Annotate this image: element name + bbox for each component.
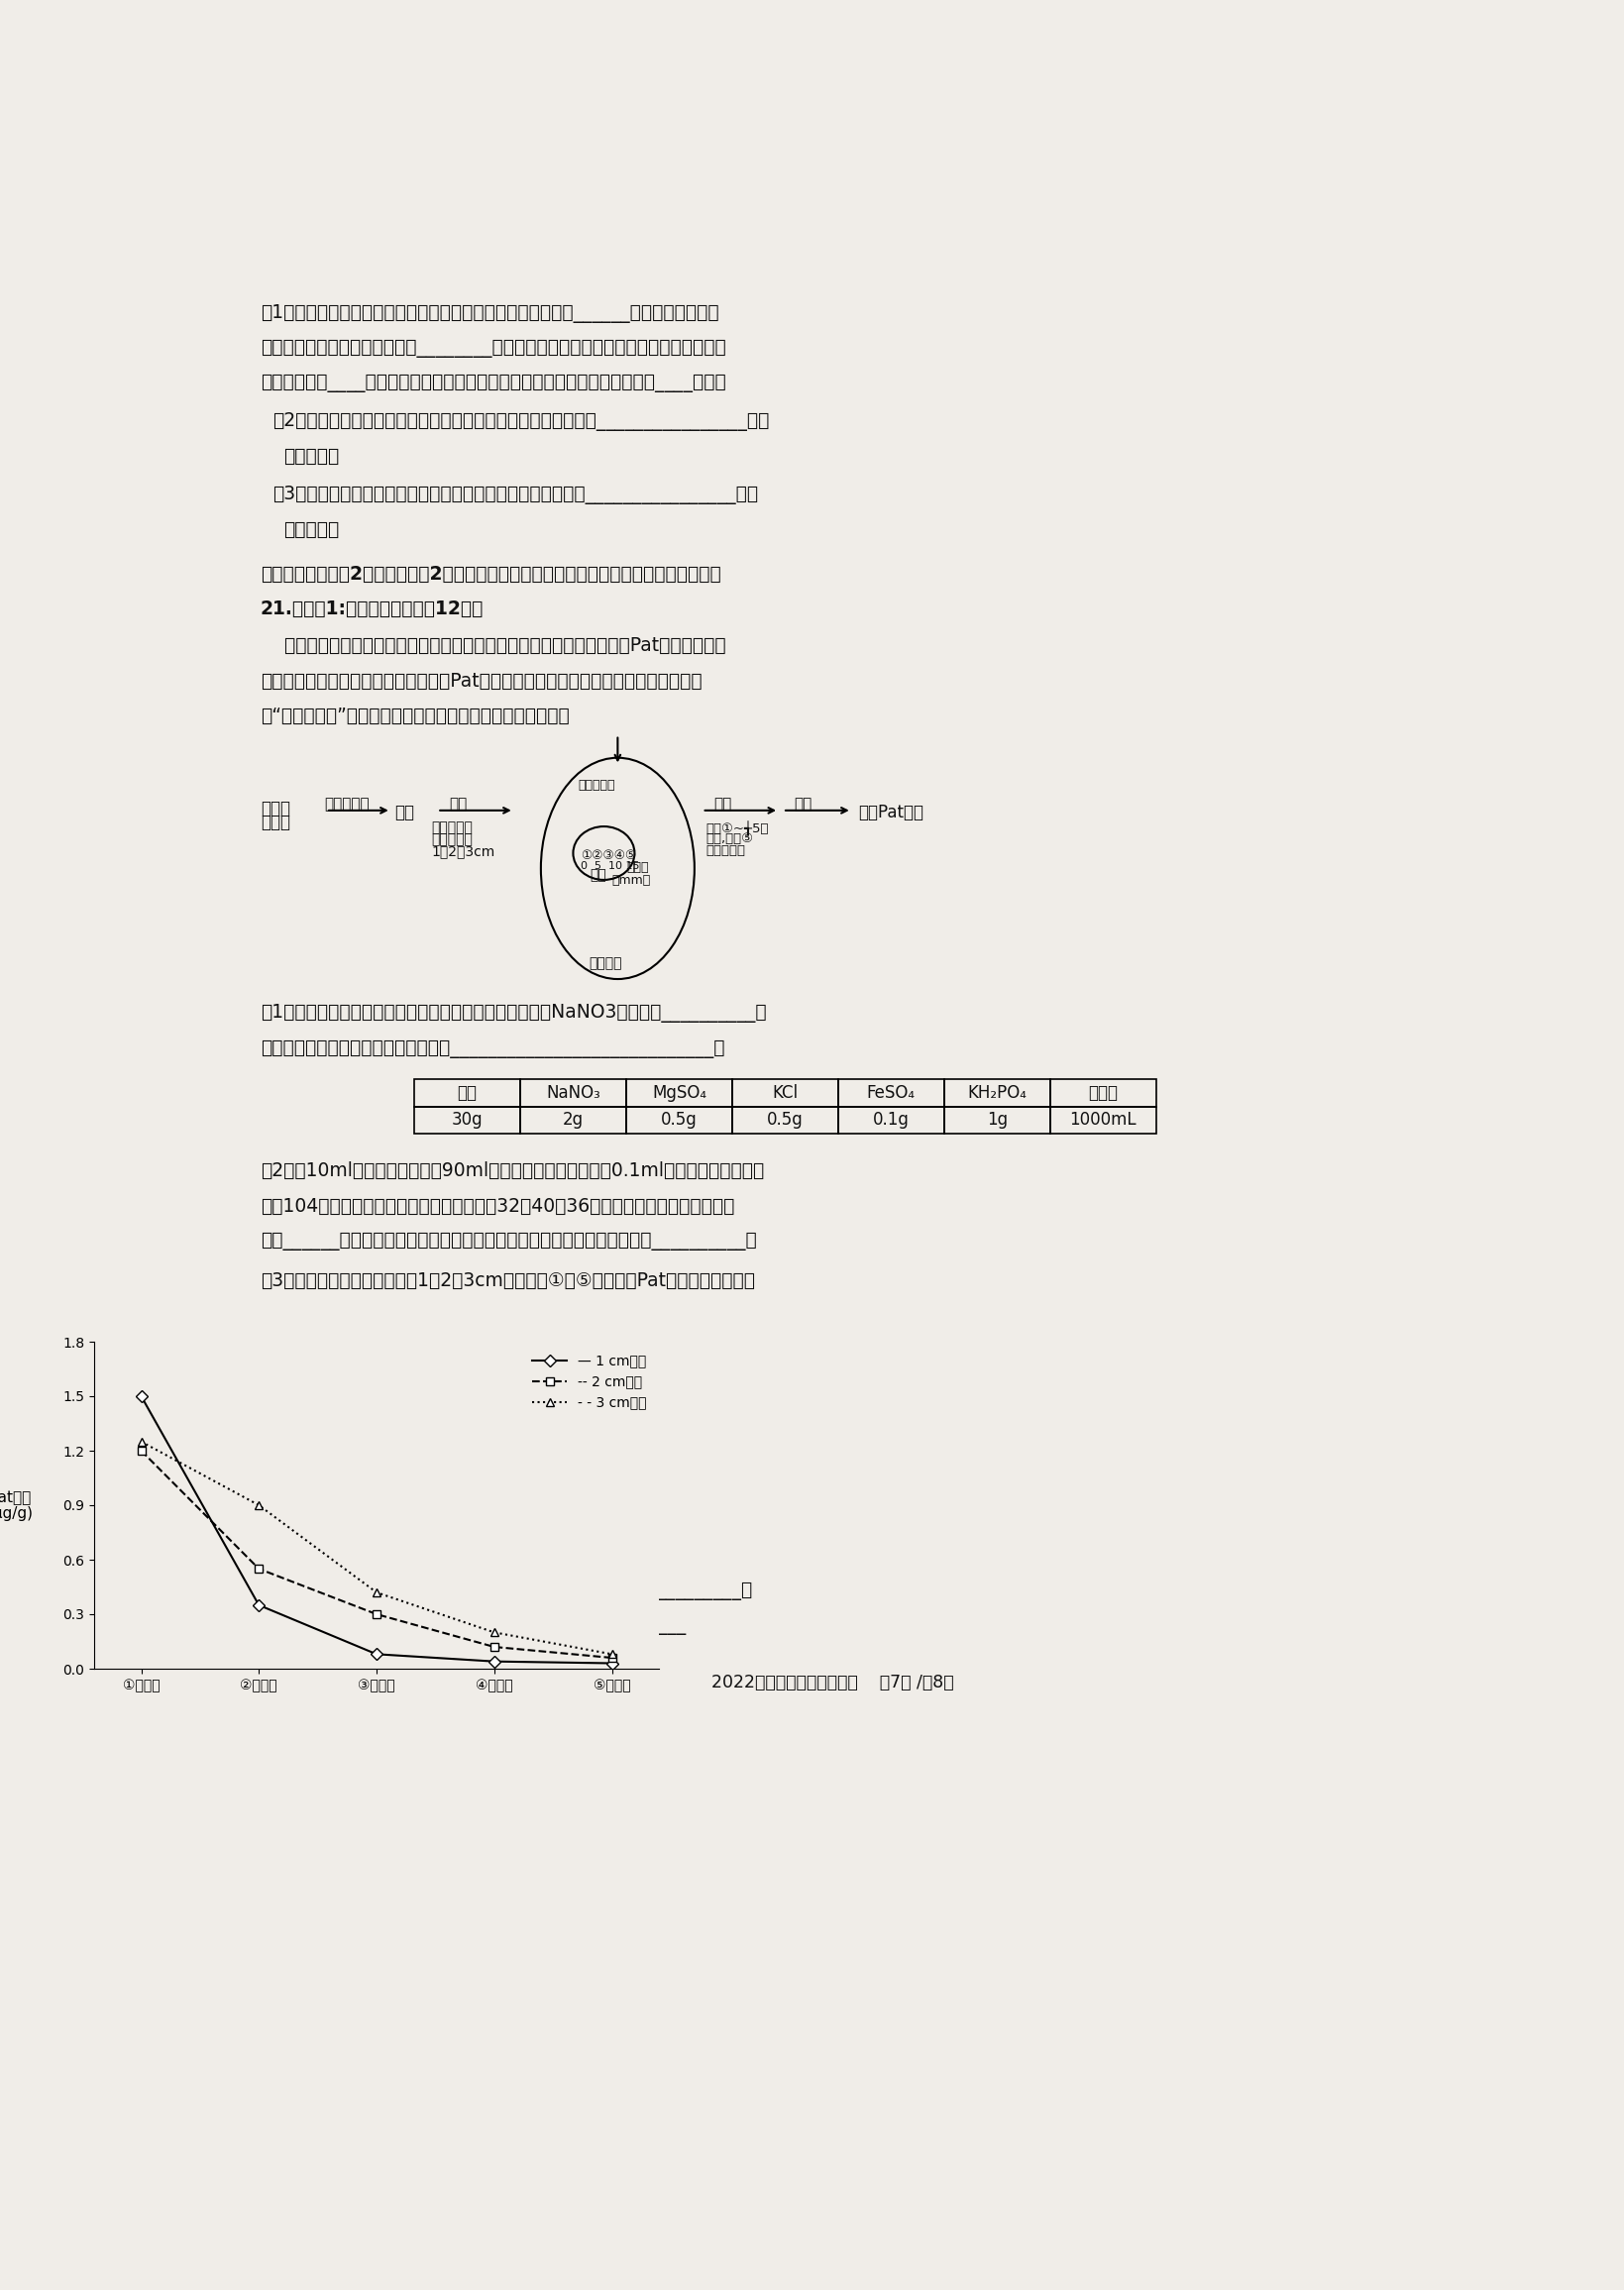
Text: 中“病健交界处”为腐烂部位（病斑）与未腐烂部位的交界处。: 中“病健交界处”为腐烂部位（病斑）与未腐烂部位的交界处。: [260, 708, 570, 726]
Text: （1）活化扩展青霉菌种使用的培养基成分如表所示，其中NaNO3的作用有__________。: （1）活化扩展青霉菌种使用的培养基成分如表所示，其中NaNO3的作用有_____…: [260, 1005, 767, 1024]
— 1 cm病斑: [248, 1592, 268, 1619]
Y-axis label: Pat含量
(μg/g): Pat含量 (μg/g): [0, 1489, 32, 1521]
Text: 泊中草鱼种群密度的调查应采用________（方法）。湖泊近岸处和湖底处生物分布的差异: 泊中草鱼种群密度的调查应采用________（方法）。湖泊近岸处和湖底处生物分布…: [260, 339, 726, 357]
Text: 研磨: 研磨: [794, 797, 812, 811]
Text: 分离: 分离: [713, 797, 732, 811]
— 1 cm病斑: [484, 1649, 503, 1676]
Text: 直径分别为: 直径分别为: [430, 834, 473, 847]
Text: 病斑: 病斑: [590, 868, 607, 882]
Text: MgSO₄: MgSO₄: [651, 1083, 706, 1101]
Text: 培养: 培养: [448, 797, 466, 811]
Text: 检测Pat含量: 检测Pat含量: [857, 804, 924, 822]
Text: ①②③④⑤: ①②③④⑤: [581, 850, 637, 863]
Bar: [520, 1079, 627, 1106]
Legend: — 1 cm病斑, -- 2 cm病斑, - - 3 cm病斑: — 1 cm病斑, -- 2 cm病斑, - - 3 cm病斑: [526, 1349, 651, 1415]
Text: NaNO₃: NaNO₃: [546, 1083, 601, 1101]
Bar: [627, 1079, 732, 1106]
Text: （2）取10ml活化的菌液，加入90ml无菌水进行梯度稀释，取0.1ml稀释液涂布于培养基: （2）取10ml活化的菌液，加入90ml无菌水进行梯度稀释，取0.1ml稀释液涂…: [260, 1161, 765, 1179]
Text: 0.5g: 0.5g: [661, 1111, 697, 1129]
Line: -- 2 cm病斑: -- 2 cm病斑: [136, 1447, 615, 1663]
Text: 2022届四校联考生物试题卷    第7页 /兲8页: 2022届四校联考生物试题卷 第7页 /兲8页: [711, 1674, 953, 1692]
Bar: [944, 1079, 1051, 1106]
Text: 活化、接种: 活化、接种: [325, 797, 370, 811]
Text: KCl: KCl: [771, 1083, 797, 1101]
Text: 至平均病斑: 至平均病斑: [430, 822, 473, 836]
- - 3 cm病斑: [603, 1640, 622, 1667]
Text: 0.1g: 0.1g: [872, 1111, 909, 1129]
Bar: [838, 1079, 944, 1106]
- - 3 cm病斑: [367, 1578, 387, 1605]
Text: ① 由图可知实验结论为______________________________________。: ① 由图可知实验结论为_____________________________…: [260, 1580, 752, 1601]
Text: 扩展青霉是腐烂苹果中常见的微生物之一，其次级代谢产物棒曲霉素（Pat）是一种具有: 扩展青霉是腐烂苹果中常见的微生物之一，其次级代谢产物棒曲霉素（Pat）是一种具有: [260, 637, 726, 655]
Text: 得到①~╅5个: 得到①~╅5个: [706, 822, 768, 836]
- - 3 cm病斑: [484, 1619, 503, 1647]
Text: 量为______个。实验结果统计的菌落数往往比活菌的实际数目低，其原因是__________。: 量为______个。实验结果统计的菌落数往往比活菌的实际数目低，其原因是____…: [260, 1232, 757, 1250]
Text: 出一点）。: 出一点）。: [284, 447, 339, 467]
- - 3 cm病斑: [132, 1429, 151, 1456]
Bar: [1051, 1079, 1156, 1106]
Text: （1）对该湖泊中动植物和微生物的数量和种类进行调查，属于______水平的研究。对湖: （1）对该湖泊中动植物和微生物的数量和种类进行调查，属于______水平的研究。…: [260, 305, 719, 323]
Bar: [520, 1106, 627, 1134]
Text: 尺度尺: 尺度尺: [627, 861, 650, 875]
Text: 出两点）。: 出两点）。: [284, 520, 339, 540]
Text: KH₂PO₄: KH₂PO₄: [968, 1083, 1026, 1101]
Bar: [414, 1079, 520, 1106]
Bar: [732, 1079, 838, 1106]
Text: （3）研究人员测定病斑直径为1、2、3cm的苹果中①～⑤号部位的Pat含量，结果如图。: （3）研究人员测定病斑直径为1、2、3cm的苹果中①～⑤号部位的Pat含量，结果…: [260, 1271, 755, 1289]
Text: 体现了群落的____（空间结构）。人工生态浮岛的建立使得该水域群落发生了____演替。: 体现了群落的____（空间结构）。人工生态浮岛的建立使得该水域群落发生了____…: [260, 373, 726, 394]
Bar: [414, 1106, 520, 1134]
Text: （二）选考题：共2分。请考生从2道题中任选一题作答，如多做，则按所做的第一题计分。: （二）选考题：共2分。请考生从2道题中任选一题作答，如多做，则按所做的第一题计分…: [260, 566, 721, 584]
Text: 部分,其中⑤: 部分,其中⑤: [706, 834, 754, 845]
-- 2 cm病斑: [367, 1601, 387, 1628]
Text: 致突变作用的毒素。为研究腐烂苹果中Pat的分布，研究人员进行了如图所示的实验，其: 致突变作用的毒素。为研究腐烂苹果中Pat的分布，研究人员进行了如图所示的实验，其: [260, 671, 702, 689]
Bar: [1051, 1106, 1156, 1134]
-- 2 cm病斑: [132, 1436, 151, 1463]
Text: 0  5  10 15: 0 5 10 15: [581, 861, 640, 872]
Bar: [627, 1106, 732, 1134]
Text: 霉菌种: 霉菌种: [260, 813, 291, 831]
— 1 cm病斑: [603, 1649, 622, 1676]
Text: 为剩余部分: 为剩余部分: [706, 845, 745, 856]
Bar: [838, 1106, 944, 1134]
Text: 苹果: 苹果: [395, 804, 414, 822]
Text: 0.5g: 0.5g: [767, 1111, 804, 1129]
-- 2 cm病斑: [484, 1633, 503, 1660]
Bar: [732, 1106, 838, 1134]
Text: 1、2、3cm: 1、2、3cm: [430, 845, 495, 859]
- - 3 cm病斑: [248, 1491, 268, 1518]
Text: （2）建立人工生态浮岛一段时间后，还需定期收割植被的目的有________________（写: （2）建立人工生态浮岛一段时间后，还需定期收割植被的目的有___________…: [273, 412, 768, 431]
Text: FeSO₄: FeSO₄: [867, 1083, 916, 1101]
Text: 1g: 1g: [986, 1111, 1007, 1129]
Line: — 1 cm病斑: — 1 cm病斑: [136, 1392, 615, 1667]
Text: 蔗糖: 蔗糖: [458, 1083, 477, 1101]
Line: - - 3 cm病斑: - - 3 cm病斑: [136, 1438, 615, 1658]
Text: （mm）: （mm）: [612, 875, 651, 886]
Text: 2g: 2g: [562, 1111, 583, 1129]
-- 2 cm病斑: [248, 1555, 268, 1582]
— 1 cm病斑: [367, 1640, 387, 1667]
Text: 蔭馏水: 蔭馏水: [1088, 1083, 1117, 1101]
-- 2 cm病斑: [603, 1644, 622, 1672]
Text: 30g: 30g: [451, 1111, 482, 1129]
Text: 上。104倍稀释对应的三个平板菌落数分别为32、40和36，每毫升菌液中扩展青霉的数: 上。104倍稀释对应的三个平板菌落数分别为32、40和36，每毫升菌液中扩展青霉…: [260, 1195, 734, 1216]
Text: 接种至苹果前用该培养基培养的目的是____________________________。: 接种至苹果前用该培养基培养的目的是_______________________…: [260, 1040, 724, 1058]
Text: （3）建立人工生态浮岛选择和搭配植物时，需要考虑的因素有________________（写: （3）建立人工生态浮岛选择和搭配植物时，需要考虑的因素有____________…: [273, 485, 758, 504]
Text: ② 去除腐烂部位后的苹果是否建议食用？请结合图中信息分析____________: ② 去除腐烂部位后的苹果是否建议食用？请结合图中信息分析____________: [260, 1617, 685, 1635]
Text: 病健交界处: 病健交界处: [578, 779, 615, 792]
— 1 cm病斑: [132, 1383, 151, 1411]
Bar: [944, 1106, 1051, 1134]
Text: 腐烂苹果: 腐烂苹果: [588, 957, 622, 971]
Text: 21.《选修1:生物技术实践》（12分）: 21.《选修1:生物技术实践》（12分）: [260, 600, 484, 618]
Text: 1000mL: 1000mL: [1070, 1111, 1137, 1129]
Text: 扩展青: 扩展青: [260, 799, 291, 818]
